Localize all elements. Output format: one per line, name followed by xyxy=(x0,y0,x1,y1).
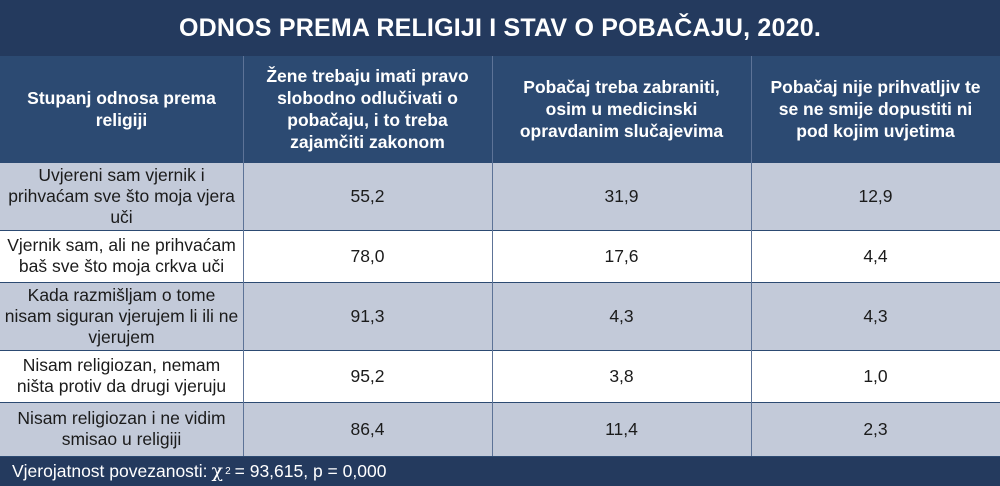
chi-symbol: χ xyxy=(211,460,224,482)
column-divider xyxy=(492,56,493,456)
column-header-free-choice: Žene trebaju imati pravo slobodno odluči… xyxy=(266,66,469,152)
row-divider xyxy=(0,350,1000,351)
row-label-cell: Nisam religiozan, nemam ništa protiv da … xyxy=(16,355,227,396)
column-divider xyxy=(243,56,244,456)
row-divider xyxy=(0,402,1000,403)
value-cell: 78,0 xyxy=(350,245,385,266)
value-cell: 12,9 xyxy=(858,185,893,206)
row-label-cell: Nisam religiozan i ne vidim smisao u rel… xyxy=(17,408,226,449)
row-label-cell: Vjernik sam, ali ne prihvaćam baš sve št… xyxy=(7,235,236,276)
value-cell: 4,4 xyxy=(863,245,888,266)
row-divider xyxy=(0,230,1000,231)
value-cell: 95,2 xyxy=(350,365,385,386)
table-row: Kada razmišljam o tome nisam siguran vje… xyxy=(0,282,1000,350)
column-header-religion: Stupanj odnosa prema religiji xyxy=(27,88,216,130)
table-row: Nisam religiozan i ne vidim smisao u rel… xyxy=(0,402,1000,456)
value-cell: 4,3 xyxy=(609,305,634,326)
value-cell: 55,2 xyxy=(350,185,385,206)
column-header-never: Pobačaj nije prihvatljiv te se ne smije … xyxy=(770,77,981,141)
footnote-statistic: = 93,615, p = 0,000 xyxy=(234,460,387,481)
header-row xyxy=(0,56,1000,162)
value-cell: 11,4 xyxy=(605,418,638,439)
value-cell: 3,8 xyxy=(609,365,634,386)
row-divider xyxy=(0,162,1000,163)
value-cell: 17,6 xyxy=(604,245,639,266)
value-cell: 86,4 xyxy=(350,418,385,439)
table-title: ODNOS PREMA RELIGIJI I STAV O POBAČAJU, … xyxy=(179,13,821,42)
column-header-medical-only: Pobačaj treba zabraniti, osim u medicins… xyxy=(519,77,724,141)
row-label-cell: Kada razmišljam o tome nisam siguran vje… xyxy=(4,284,239,347)
row-label-cell: Uvjereni sam vjernik i prihvaćam sve što… xyxy=(8,164,235,227)
value-cell: 31,9 xyxy=(604,185,639,206)
table-row: Nisam religiozan, nemam ništa protiv da … xyxy=(0,350,1000,402)
table-row: Uvjereni sam vjernik i prihvaćam sve što… xyxy=(0,162,1000,230)
row-divider xyxy=(0,456,1000,457)
table-row: Vjernik sam, ali ne prihvaćam baš sve št… xyxy=(0,230,1000,282)
value-cell: 2,3 xyxy=(863,418,888,439)
value-cell: 4,3 xyxy=(863,305,888,326)
value-cell: 1,0 xyxy=(863,365,888,386)
row-divider xyxy=(0,282,1000,283)
chi-exponent: 2 xyxy=(225,465,231,477)
footnote-prefix: Vjerojatnost povezanosti: xyxy=(12,460,208,481)
value-cell: 91,3 xyxy=(350,305,385,326)
column-divider xyxy=(751,56,752,456)
